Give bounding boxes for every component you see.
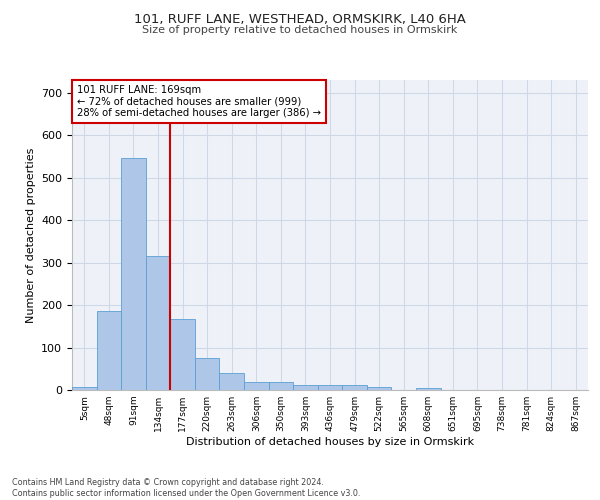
Y-axis label: Number of detached properties: Number of detached properties (26, 148, 35, 322)
Bar (97, 310, 121, 390)
Bar (121, 158, 146, 390)
Bar (367, 386, 391, 390)
Bar (146, 256, 170, 390)
Bar (318, 385, 342, 390)
Bar (195, 358, 220, 390)
Bar (170, 318, 195, 390)
X-axis label: Distribution of detached houses by size in Ormskirk: Distribution of detached houses by size … (186, 437, 474, 447)
Text: Contains HM Land Registry data © Crown copyright and database right 2024.
Contai: Contains HM Land Registry data © Crown c… (12, 478, 361, 498)
Text: 101 RUFF LANE: 169sqm
← 72% of detached houses are smaller (999)
28% of semi-det: 101 RUFF LANE: 169sqm ← 72% of detached … (77, 84, 321, 118)
Bar (416, 388, 440, 390)
Bar (72, 386, 97, 390)
Bar (220, 373, 244, 390)
Text: 101, RUFF LANE, WESTHEAD, ORMSKIRK, L40 6HA: 101, RUFF LANE, WESTHEAD, ORMSKIRK, L40 … (134, 12, 466, 26)
Bar (269, 382, 293, 390)
Bar (244, 382, 269, 390)
Bar (293, 385, 318, 390)
Bar (342, 385, 367, 390)
Text: Size of property relative to detached houses in Ormskirk: Size of property relative to detached ho… (142, 25, 458, 35)
